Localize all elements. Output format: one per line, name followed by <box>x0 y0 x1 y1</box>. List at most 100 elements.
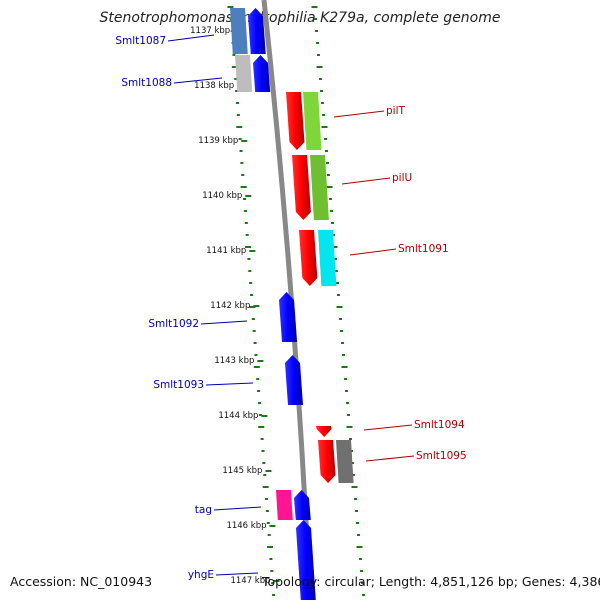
gene-label[interactable]: tag <box>195 504 212 516</box>
gc-dot <box>361 582 364 584</box>
kbp-tick-mark <box>269 525 276 527</box>
gc-dot <box>256 378 260 380</box>
gc-dot <box>265 510 269 512</box>
gc-dot <box>262 486 269 488</box>
kbp-tick-label: 1146 kbp <box>226 521 266 531</box>
kbp-tick-label: 1147 kbp <box>230 576 270 586</box>
gene-label[interactable]: Smlt1095 <box>416 450 467 462</box>
gc-dot <box>248 270 252 272</box>
gc-dot <box>250 294 254 296</box>
gc-dot <box>347 414 350 416</box>
gene-arrow-reverse[interactable] <box>318 440 336 483</box>
gene-arrow-reverse[interactable] <box>286 92 305 150</box>
gc-dot <box>254 354 258 356</box>
gc-dot <box>263 474 267 476</box>
gc-dot <box>258 414 262 416</box>
kbp-tick-mark <box>257 360 264 362</box>
kbp-tick-mark <box>273 580 280 582</box>
gc-dot <box>359 558 362 560</box>
gene-feature-shadow <box>303 92 322 150</box>
gene-label-leader <box>213 506 262 511</box>
gene-arrow-forward[interactable] <box>294 490 311 520</box>
gc-dot <box>362 594 365 596</box>
gene-label[interactable]: pilU <box>392 172 412 184</box>
gene-arrow-forward[interactable] <box>279 292 297 342</box>
accession-text: Accession: NC_010943 <box>10 574 153 589</box>
kbp-tick-label: 1141 kbp <box>206 246 246 256</box>
gc-dot <box>266 522 270 524</box>
gc-dot <box>257 402 261 404</box>
gene-label[interactable]: Smlt1088 <box>121 77 172 89</box>
gc-dot <box>329 198 332 200</box>
gc-dot <box>261 450 265 452</box>
gene-label-leader <box>173 77 223 84</box>
gc-dot <box>244 222 248 224</box>
gc-dot <box>327 174 330 176</box>
gene-label[interactable]: Smlt1091 <box>398 243 449 255</box>
gene-arrow-reverse[interactable] <box>292 155 311 220</box>
gc-dot <box>235 90 239 92</box>
gc-dot <box>341 366 348 368</box>
gc-dot <box>314 18 317 20</box>
gc-dot <box>356 522 359 524</box>
gc-dot <box>316 42 319 44</box>
gc-dot <box>240 186 247 188</box>
kbp-tick-mark <box>253 305 260 307</box>
gc-dot <box>352 474 355 476</box>
gc-dot <box>356 546 363 548</box>
gene-label[interactable]: Smlt1092 <box>148 318 199 330</box>
gc-dot <box>272 594 276 596</box>
gene-label-leader <box>365 455 415 462</box>
gene-label-leader <box>341 177 391 185</box>
gene-feature-shadow <box>318 230 337 286</box>
gc-dot <box>316 66 323 68</box>
gene-feature-shadow <box>336 440 354 483</box>
kbp-tick-label: 1143 kbp <box>214 356 254 366</box>
gene-label[interactable]: yhgE <box>188 569 214 581</box>
gc-dot <box>241 174 245 176</box>
gene-arrow-forward[interactable] <box>285 355 303 405</box>
gene-feature-shadow <box>276 490 293 520</box>
gc-dot <box>243 210 247 212</box>
gc-dot <box>320 90 323 92</box>
gene-arrow-reverse[interactable] <box>316 426 332 437</box>
gene-label-leader <box>205 382 254 386</box>
gene-feature-shadow <box>230 8 248 54</box>
gene-label[interactable]: Smlt1094 <box>414 419 465 431</box>
gene-arrow-forward[interactable] <box>253 55 271 92</box>
gc-dot <box>325 150 328 152</box>
gene-arrow-forward[interactable] <box>248 8 266 54</box>
gc-dot <box>331 222 334 224</box>
gc-dot <box>270 570 274 572</box>
gene-label[interactable]: pilT <box>386 105 405 117</box>
gc-dot <box>245 246 252 248</box>
gene-label[interactable]: Smlt1093 <box>153 379 204 391</box>
gc-dot <box>335 270 338 272</box>
gene-label-leader <box>215 572 259 576</box>
gene-label[interactable]: Smlt1087 <box>115 35 166 47</box>
gc-dot <box>236 126 243 128</box>
gc-dot <box>324 138 327 140</box>
gene-arrow-reverse[interactable] <box>299 230 318 286</box>
kbp-tick-label: 1138 kbp <box>194 81 234 91</box>
gc-dot <box>337 294 340 296</box>
gc-dot <box>342 354 345 356</box>
gc-dot <box>253 342 257 344</box>
gene-feature-shadow <box>235 55 253 92</box>
gc-dot <box>357 534 360 536</box>
gc-dot <box>251 318 255 320</box>
gc-dot <box>249 306 256 308</box>
gc-dot <box>252 330 256 332</box>
gc-dot <box>243 198 247 200</box>
kbp-tick-mark <box>261 415 268 417</box>
gene-label-leader <box>363 424 413 431</box>
gc-dot <box>340 330 343 332</box>
gc-dot <box>267 534 271 536</box>
gc-dot <box>231 66 238 68</box>
gc-dot <box>267 546 274 548</box>
gene-arrow-forward[interactable] <box>296 520 316 600</box>
kbp-tick-label: 1137 kbp <box>190 26 230 36</box>
gene-label-leader <box>200 320 248 325</box>
gc-dot <box>331 246 338 248</box>
